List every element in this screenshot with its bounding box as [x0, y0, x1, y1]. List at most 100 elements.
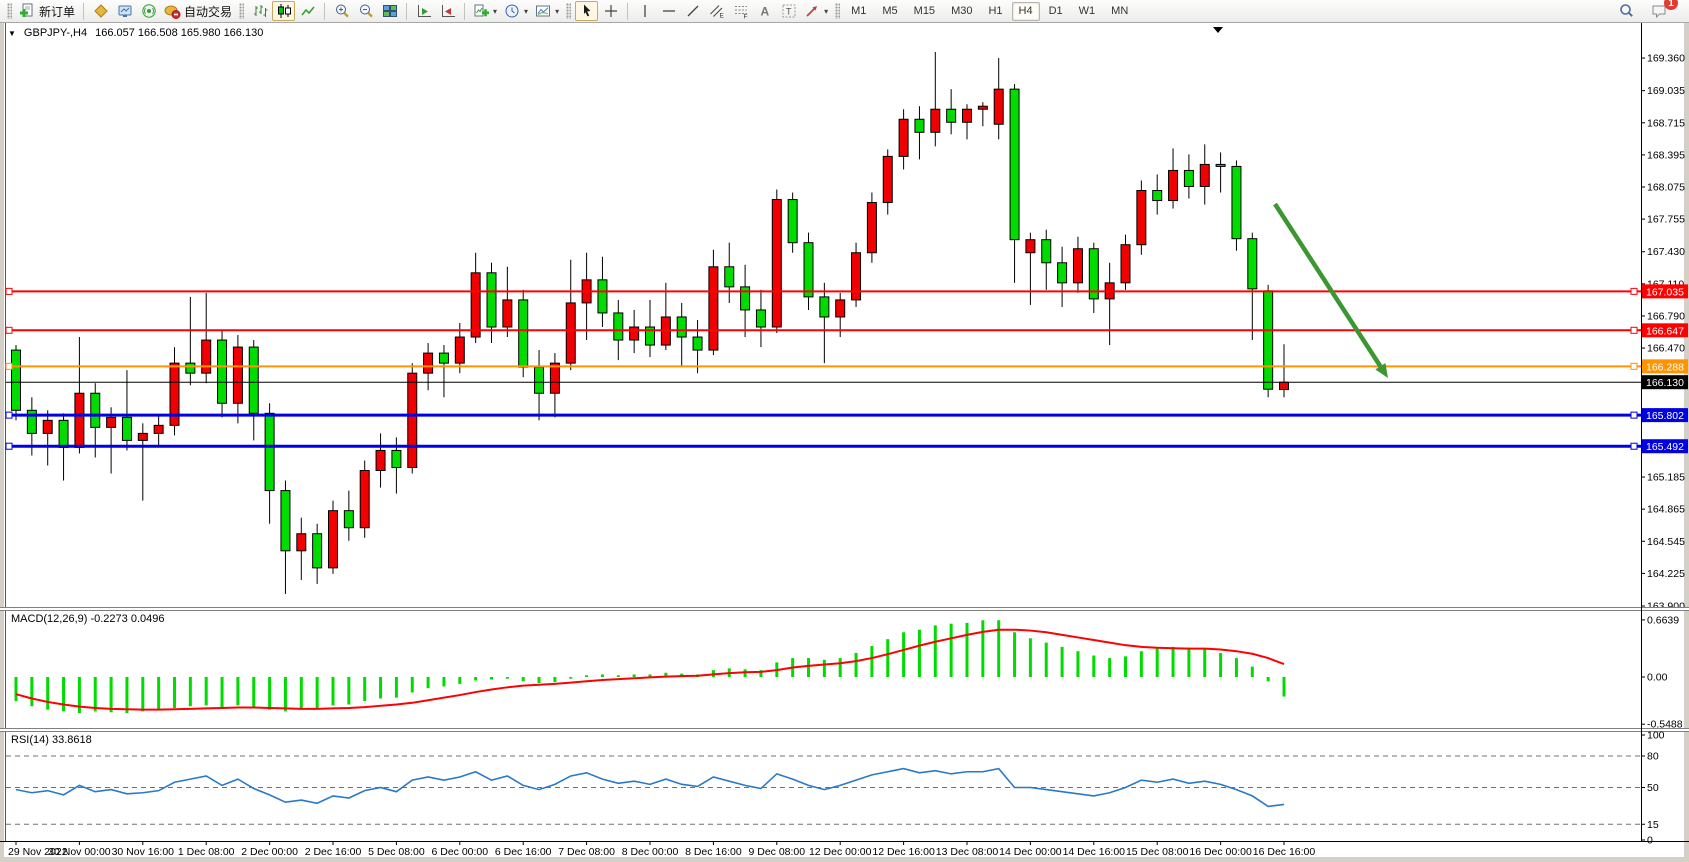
candle-body	[962, 108, 972, 123]
candle-body	[90, 392, 101, 428]
date-label: 15 Dec 08:00	[1126, 846, 1189, 858]
price-tick-label: 167.430	[1647, 246, 1685, 258]
rsi-pane: 100 80 50 15 0	[6, 730, 1665, 847]
toolbar-grip[interactable]	[835, 3, 841, 19]
date-label: 14 Dec 16:00	[1063, 846, 1126, 858]
candle-body	[153, 424, 164, 434]
toolbar-separator	[464, 2, 466, 20]
candle-body	[1247, 238, 1258, 290]
candle-body	[1215, 163, 1226, 167]
candle-body	[328, 510, 338, 569]
indicators-button[interactable]: ▾	[470, 1, 500, 21]
hline-handle[interactable]	[1630, 362, 1638, 370]
candlestick-chart-button[interactable]	[272, 1, 296, 21]
candle-body	[835, 299, 846, 318]
charts-button[interactable]	[89, 1, 112, 21]
hline-handle[interactable]	[1630, 411, 1638, 419]
pane-separator[interactable]	[0, 607, 1689, 611]
data-window-button[interactable]	[113, 1, 136, 21]
zoom-in-icon	[335, 4, 349, 18]
chevron-down-icon: ▾	[555, 6, 560, 16]
candle-body	[423, 352, 434, 374]
candle-body	[914, 118, 925, 133]
candle-body	[201, 339, 212, 374]
signal-button[interactable]	[137, 1, 160, 21]
crosshair-icon	[604, 5, 617, 17]
chart-shift-marker[interactable]	[1213, 27, 1223, 33]
chart-shift-icon	[441, 5, 455, 17]
svg-text:A: A	[760, 5, 769, 19]
hline-handle[interactable]	[1630, 442, 1638, 450]
hline-handle[interactable]	[1630, 326, 1638, 334]
collapse-icon[interactable]: ▼	[8, 28, 16, 38]
price-tick-label: 169.360	[1647, 53, 1685, 65]
horizontal-line-button[interactable]	[657, 1, 680, 21]
bar-chart-icon	[253, 5, 268, 17]
auto-trading-button[interactable]: 自动交易	[161, 1, 235, 21]
candle-body	[1057, 262, 1068, 284]
svg-text:T: T	[786, 7, 792, 17]
equidistant-channel-button[interactable]: E	[705, 1, 728, 21]
auto-scroll-button[interactable]	[412, 1, 435, 21]
chart-background[interactable]	[0, 23, 1689, 862]
arrows-button[interactable]: ▾	[801, 1, 831, 21]
candle-body	[470, 272, 481, 338]
candle-body	[1072, 248, 1083, 284]
pane-separator[interactable]	[0, 728, 1689, 732]
timeframe-button-m30[interactable]: M30	[951, 5, 973, 17]
line-chart-button[interactable]	[296, 1, 319, 21]
new-order-button[interactable]: 新订单	[16, 1, 78, 21]
hline-handle[interactable]	[5, 442, 13, 450]
zoom-out-button[interactable]	[354, 1, 377, 21]
search-button[interactable]	[1615, 1, 1638, 21]
timeframe-button-m5[interactable]: M5	[882, 5, 898, 17]
trendline-button[interactable]	[681, 1, 704, 21]
toolbar-grip[interactable]	[7, 3, 12, 19]
timeframe-button-d1[interactable]: D1	[1048, 5, 1063, 17]
hline-handle[interactable]	[5, 287, 13, 295]
price-tag-label: 167.035	[1646, 286, 1684, 298]
notifications-button[interactable]: 1	[1648, 0, 1678, 21]
candle-body	[454, 336, 465, 364]
candle-body	[676, 316, 687, 338]
chart-canvas[interactable]: 169.360 169.035 168.715 168.395 168.075 167.7…	[0, 23, 1689, 862]
hline-handle[interactable]	[5, 411, 13, 419]
templates-button[interactable]: ▾	[532, 1, 562, 21]
price-tag	[1642, 359, 1688, 374]
hline-handle[interactable]	[5, 326, 13, 334]
date-label: 8 Dec 16:00	[685, 846, 742, 858]
periods-button[interactable]: ▾	[501, 1, 531, 21]
date-label: 29 Nov 2022	[8, 846, 68, 858]
hline-handle[interactable]	[1630, 287, 1638, 295]
text-button[interactable]: A	[753, 1, 776, 21]
zoom-in-button[interactable]	[330, 1, 353, 21]
window-edge-bottom	[0, 857, 1689, 862]
hline-handle[interactable]	[5, 362, 13, 370]
timeframe-button-h1[interactable]: H1	[988, 5, 1003, 17]
chart-shift-button[interactable]	[436, 1, 459, 21]
timeframe-button-m1[interactable]: M1	[851, 5, 867, 17]
macd-tick-label: 0.00	[1647, 672, 1668, 684]
text-label-button[interactable]: T	[777, 1, 800, 21]
tile-windows-button[interactable]	[378, 1, 401, 21]
date-label: 30 Nov 00:00	[48, 846, 111, 858]
price-tag-label: 166.647	[1646, 325, 1684, 337]
arrow-object[interactable]	[1273, 202, 1388, 378]
toolbar-grip[interactable]	[239, 3, 245, 19]
timeframe-button-mn[interactable]: MN	[1111, 5, 1129, 17]
vertical-line-button[interactable]	[633, 1, 656, 21]
toolbar-grip[interactable]	[566, 3, 572, 19]
timeframe-button-h4[interactable]: H4	[1011, 1, 1040, 21]
candle-body	[407, 372, 418, 469]
bar-chart-button[interactable]	[248, 1, 271, 21]
timeframe-button-m15[interactable]: M15	[913, 5, 936, 17]
candle-body	[1263, 290, 1274, 390]
timeframe-button-w1[interactable]: W1	[1078, 5, 1096, 17]
date-label: 7 Dec 08:00	[558, 846, 615, 858]
fibonacci-button[interactable]: F	[729, 1, 752, 21]
price-tick-label: 164.545	[1647, 536, 1685, 548]
equidistant-channel-icon: E	[709, 5, 724, 19]
search-icon	[1620, 4, 1633, 17]
crosshair-button[interactable]	[599, 1, 622, 21]
cursor-button[interactable]	[575, 1, 599, 21]
